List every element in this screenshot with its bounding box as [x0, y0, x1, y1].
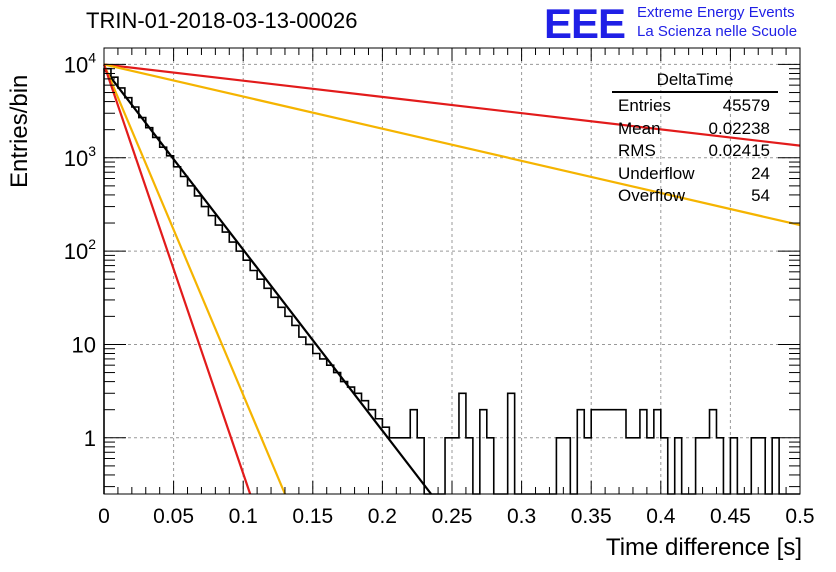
stats-value: 54	[751, 186, 770, 205]
y-tick-label: 1	[84, 426, 96, 451]
logo-line-2: La Scienza nelle Scuole	[637, 23, 798, 40]
stats-row: Overflow 54	[612, 185, 778, 208]
series-line	[103, 63, 801, 147]
y-axis-title: Entries/bin	[6, 74, 33, 188]
eee-logo: EEE	[544, 0, 626, 47]
x-tick-label: 0.4	[646, 505, 676, 528]
axis-ticks: 0 0.05 0.1 0.15 0.2 0.25 0.3 0.35 0.4 0.45 0.5 1 10 1…	[64, 48, 815, 528]
stats-value: 24	[751, 163, 770, 183]
stats-row: Entries 45579	[612, 95, 778, 118]
stats-label: Underflow	[618, 163, 695, 183]
stats-value: 0.02238	[708, 118, 770, 138]
stats-box: DeltaTime Entries 45579 Mean 0.02238 RMS…	[612, 70, 778, 208]
series-line	[103, 68, 432, 495]
y-tick-label: 103	[64, 143, 96, 171]
stats-value: 0.02415	[708, 141, 770, 160]
stats-label: Entries	[618, 96, 671, 115]
x-tick-label: 0.3	[507, 505, 536, 528]
y-tick-label: 102	[64, 236, 96, 264]
x-tick-label: 0.15	[292, 505, 333, 528]
x-tick-label: 0.05	[153, 505, 194, 528]
x-tick-label: 0.2	[368, 505, 397, 528]
x-tick-label: 0.5	[785, 505, 814, 528]
stats-title: DeltaTime	[612, 70, 778, 93]
series-line	[103, 63, 801, 227]
stats-label: Mean	[618, 118, 661, 138]
x-axis-title: Time difference [s]	[605, 534, 802, 561]
series-lines	[102, 63, 801, 495]
stats-row: Mean 0.02238	[612, 118, 778, 141]
stats-row: RMS 0.02415	[612, 140, 778, 163]
logo-line-1: Extreme Energy Events	[637, 4, 795, 21]
x-tick-label: 0	[98, 505, 110, 528]
stats-label: Overflow	[618, 186, 686, 205]
x-tick-label: 0.25	[432, 505, 473, 528]
series-line	[102, 64, 252, 495]
series-line	[102, 64, 286, 495]
stats-label: RMS	[618, 141, 656, 160]
plot-title: TRIN-01-2018-03-13-00026	[86, 8, 358, 33]
x-tick-label: 0.35	[571, 505, 612, 528]
histogram-outline	[103, 67, 800, 495]
histogram	[103, 67, 800, 495]
x-tick-label: 0.1	[229, 505, 258, 528]
y-tick-label: 104	[64, 49, 96, 77]
x-tick-label: 0.45	[710, 505, 751, 528]
stats-value: 45579	[722, 96, 770, 115]
y-tick-label: 10	[72, 332, 96, 357]
stats-row: Underflow 24	[612, 163, 778, 186]
